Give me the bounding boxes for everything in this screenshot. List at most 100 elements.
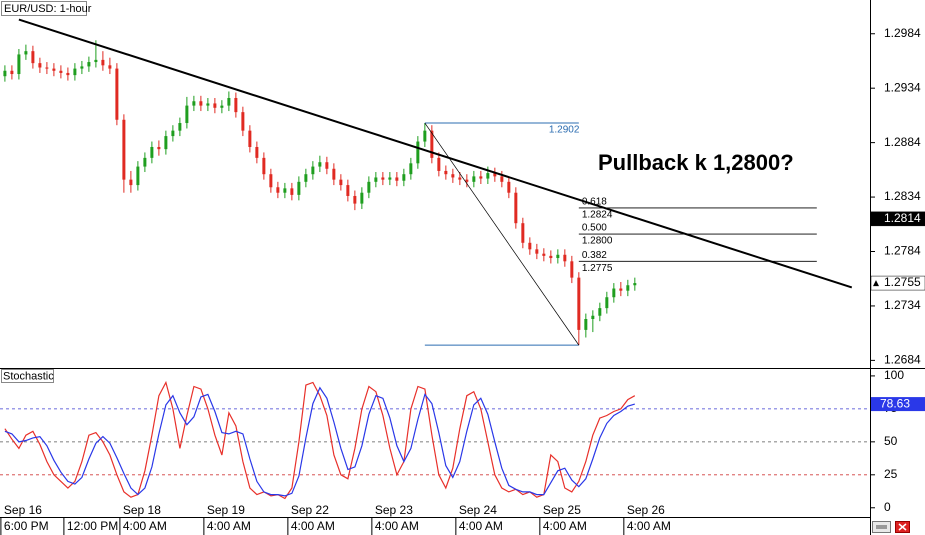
- candle-body: [80, 66, 84, 69]
- candle-body: [10, 70, 14, 75]
- fib-diagonal: [424, 122, 580, 346]
- candle-body: [227, 97, 231, 106]
- candle-body: [626, 285, 630, 291]
- candle-body: [185, 105, 189, 124]
- candle-body: [269, 174, 273, 188]
- y-tick-label: 1.2934: [884, 80, 921, 94]
- y-tick-label: 1.2834: [884, 189, 921, 203]
- candle-body: [157, 146, 161, 150]
- candle-body: [514, 192, 518, 224]
- candle-body: [598, 308, 602, 316]
- candle-body: [24, 51, 28, 55]
- candle-body: [220, 105, 224, 108]
- x-time-label: 4:00 AM: [123, 519, 167, 533]
- candle-body: [241, 112, 245, 131]
- candle-body: [318, 162, 322, 167]
- candle-body: [591, 315, 595, 320]
- candle-body: [500, 176, 504, 182]
- candle-body: [94, 59, 98, 63]
- candle-body: [416, 141, 420, 164]
- candle-body: [374, 177, 378, 182]
- candle-body: [346, 185, 350, 196]
- candle-body: [402, 174, 406, 181]
- candle-body: [213, 103, 217, 108]
- candle-body: [535, 249, 539, 254]
- x-date-label: Sep 19: [207, 503, 245, 517]
- candle-body: [528, 242, 532, 250]
- y-tick-label: 1.2984: [884, 26, 921, 40]
- candle-body: [619, 288, 623, 291]
- candle-body: [486, 173, 490, 179]
- candle-body: [605, 297, 609, 309]
- candle-body: [262, 157, 266, 175]
- candle-body: [304, 174, 308, 182]
- candle-body: [395, 177, 399, 181]
- candle-body: [388, 177, 392, 180]
- price-marker-label: 1.2814: [884, 211, 921, 225]
- candle-body: [570, 261, 574, 278]
- fib-ratio-label: 0.382: [582, 250, 607, 261]
- candle-body: [59, 70, 63, 73]
- y-tick-label: 100: [884, 368, 904, 382]
- candle-body: [451, 174, 455, 178]
- candle-body: [311, 166, 315, 175]
- candle-body: [164, 136, 168, 150]
- candle-body: [507, 181, 511, 193]
- x-date-label: Sep 22: [291, 503, 329, 517]
- chart-title: EUR/USD: 1-hour: [4, 3, 92, 15]
- candle-body: [115, 68, 119, 120]
- indicator-title-box: [1, 369, 54, 383]
- candle-body: [444, 170, 448, 175]
- x-time-label: 4:00 AM: [207, 519, 251, 533]
- candle-body: [192, 101, 196, 106]
- candle-body: [549, 255, 553, 259]
- x-time-label: 6:00 PM: [4, 519, 49, 533]
- candle-body: [339, 179, 343, 186]
- candle-body: [136, 166, 140, 186]
- candle-body: [45, 67, 49, 69]
- fib-ratio-label: 0.618: [582, 197, 607, 208]
- y-tick-label: 1.2784: [884, 244, 921, 258]
- x-date-label: Sep 23: [375, 503, 413, 517]
- candle-body: [493, 173, 497, 177]
- y-tick-label: 1.2684: [884, 353, 921, 367]
- price-marker-label: 1.2755: [884, 275, 921, 289]
- candle-body: [542, 253, 546, 256]
- candle-body: [3, 70, 7, 77]
- x-date-label: Sep 18: [123, 503, 161, 517]
- fib-high-label: 1.2902: [549, 125, 580, 136]
- annotation: Pullback k 1,2800?: [598, 150, 794, 175]
- candle-body: [430, 130, 434, 158]
- candle-body: [577, 277, 581, 330]
- plot-layer: 1.2684 1.2734 1.2784 1.2834 1.2884 1.2934 1.29…: [0, 18, 925, 535]
- candle-body: [332, 168, 336, 180]
- settings-icon: [876, 525, 887, 529]
- y-tick-label: 0: [884, 500, 891, 514]
- candle-body: [290, 188, 294, 195]
- title-box: [1, 1, 87, 16]
- candle-body: [367, 181, 371, 193]
- candle-body: [633, 283, 637, 286]
- candle-body: [297, 181, 301, 195]
- candle-body: [31, 51, 35, 64]
- price-marker-box: [870, 275, 925, 291]
- candle-body: [521, 223, 525, 243]
- candle-body: [360, 192, 364, 204]
- candle-body: [66, 72, 70, 76]
- candle-body: [150, 146, 154, 158]
- x-time-label: 4:00 AM: [459, 519, 503, 533]
- x-date-label: Sep 25: [543, 503, 581, 517]
- candle-body: [87, 62, 91, 67]
- x-time-label: 4:00 AM: [291, 519, 335, 533]
- x-time-label: 12:00 PM: [67, 519, 118, 533]
- candle-body: [353, 195, 357, 204]
- y-tick-label: 1.2734: [884, 298, 921, 312]
- candle-body: [423, 130, 427, 142]
- y-tick-label: 50: [884, 434, 898, 448]
- candle-body: [458, 177, 462, 180]
- candle-body: [129, 179, 133, 186]
- x-date-label: Sep 26: [627, 503, 665, 517]
- candle-body: [556, 254, 560, 259]
